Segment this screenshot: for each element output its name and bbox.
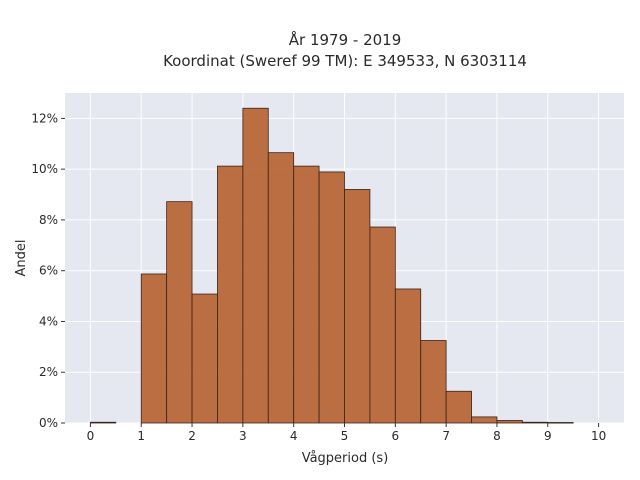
histogram-bar-4 bbox=[191, 293, 218, 424]
x-tick-label-0: 0 bbox=[87, 429, 95, 443]
histogram-bar-3 bbox=[166, 201, 193, 424]
histogram-bar-7 bbox=[267, 152, 295, 424]
y-tick-label-5: 10% bbox=[31, 162, 58, 176]
x-tick-label-1: 1 bbox=[137, 429, 145, 443]
histogram-bar-18 bbox=[547, 422, 574, 424]
histogram-bar-12 bbox=[394, 288, 422, 424]
x-tick-label-6: 6 bbox=[391, 429, 399, 443]
histogram-bar-15 bbox=[471, 416, 498, 424]
histogram-bar-6 bbox=[242, 107, 269, 424]
chart-title: År 1979 - 2019 Koordinat (Sweref 99 TM):… bbox=[163, 30, 527, 70]
x-tick-label-5: 5 bbox=[341, 429, 349, 443]
y-tick-label-0: 0% bbox=[39, 416, 58, 430]
histogram-bar-10 bbox=[344, 189, 371, 424]
histogram-bar-8 bbox=[293, 165, 320, 424]
histogram-bar-11 bbox=[369, 226, 396, 424]
histogram-bars bbox=[90, 107, 574, 424]
histogram-bar-17 bbox=[521, 421, 549, 424]
x-tick-label-10: 10 bbox=[591, 429, 606, 443]
histogram-bar-2 bbox=[140, 273, 168, 424]
histogram-bar-5 bbox=[217, 165, 244, 424]
y-tick-label-2: 4% bbox=[39, 314, 58, 328]
x-tick-label-8: 8 bbox=[493, 429, 501, 443]
x-axis-ticks: 0 1 2 3 4 5 6 7 8 9 10 bbox=[87, 423, 606, 443]
x-tick-label-7: 7 bbox=[442, 429, 450, 443]
histogram-bar-0 bbox=[90, 421, 117, 424]
y-axis-ticks: 0% 2% 4% 6% 8% 10% 12% bbox=[31, 111, 65, 430]
y-tick-label-3: 6% bbox=[39, 264, 58, 278]
x-tick-label-4: 4 bbox=[290, 429, 298, 443]
y-tick-label-1: 2% bbox=[39, 365, 58, 379]
histogram-bar-9 bbox=[318, 171, 345, 424]
histogram-bar-16 bbox=[496, 420, 523, 424]
x-axis-label: Vågperiod (s) bbox=[302, 451, 389, 466]
x-tick-label-3: 3 bbox=[239, 429, 247, 443]
chart-title-line-1: År 1979 - 2019 bbox=[289, 30, 402, 49]
x-tick-label-2: 2 bbox=[188, 429, 196, 443]
histogram-bar-13 bbox=[420, 340, 447, 424]
y-tick-label-6: 12% bbox=[31, 111, 58, 125]
y-axis-label: Andel bbox=[14, 240, 29, 277]
y-tick-label-4: 8% bbox=[39, 213, 58, 227]
x-tick-label-9: 9 bbox=[544, 429, 552, 443]
chart-title-line-2: Koordinat (Sweref 99 TM): E 349533, N 63… bbox=[163, 52, 527, 70]
histogram-bar-14 bbox=[445, 390, 472, 424]
